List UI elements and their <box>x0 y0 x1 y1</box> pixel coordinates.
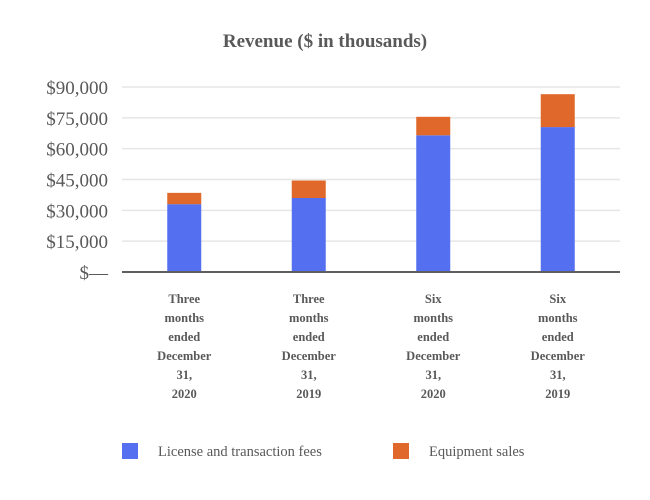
chart-title: Revenue ($ in thousands) <box>223 31 427 52</box>
bar-segment <box>167 204 202 272</box>
bar-segment <box>540 94 575 128</box>
y-tick-label: $15,000 <box>46 232 108 253</box>
y-axis-ticks: $— $15,000 $30,000 $45,000 $60,000 $75,000 $90… <box>46 78 109 284</box>
y-tick-label: $75,000 <box>46 109 108 130</box>
x-axis-ticks: Three months ended December 31, 2020 Three mont… <box>157 292 585 401</box>
y-tick-label: $60,000 <box>46 140 108 161</box>
x-tick-label: Six months ended December 31, 2019 <box>531 292 586 401</box>
legend-swatch <box>122 443 138 459</box>
legend: License and transaction fees Equipment sa… <box>122 443 525 460</box>
x-tick-label: Three months ended December 31, 2020 <box>157 292 212 401</box>
y-tick-label: $90,000 <box>46 78 108 99</box>
y-tick-label: $45,000 <box>46 171 108 192</box>
bar-segment <box>416 116 451 136</box>
x-tick-label: Six months ended December 31, 2020 <box>406 292 461 401</box>
gridlines <box>122 86 620 242</box>
legend-label: License and transaction fees <box>158 444 322 460</box>
bars <box>167 94 575 272</box>
bar-segment <box>540 127 575 272</box>
bar-segment <box>167 192 202 205</box>
legend-swatch <box>393 443 409 459</box>
bar-segment <box>291 180 326 198</box>
x-tick-label: Three months ended December 31, 2019 <box>282 292 337 401</box>
legend-label: Equipment sales <box>429 444 525 460</box>
y-tick-label: $— <box>80 263 110 284</box>
y-tick-label: $30,000 <box>46 201 108 222</box>
bar-segment <box>291 198 326 272</box>
bar-segment <box>416 135 451 272</box>
